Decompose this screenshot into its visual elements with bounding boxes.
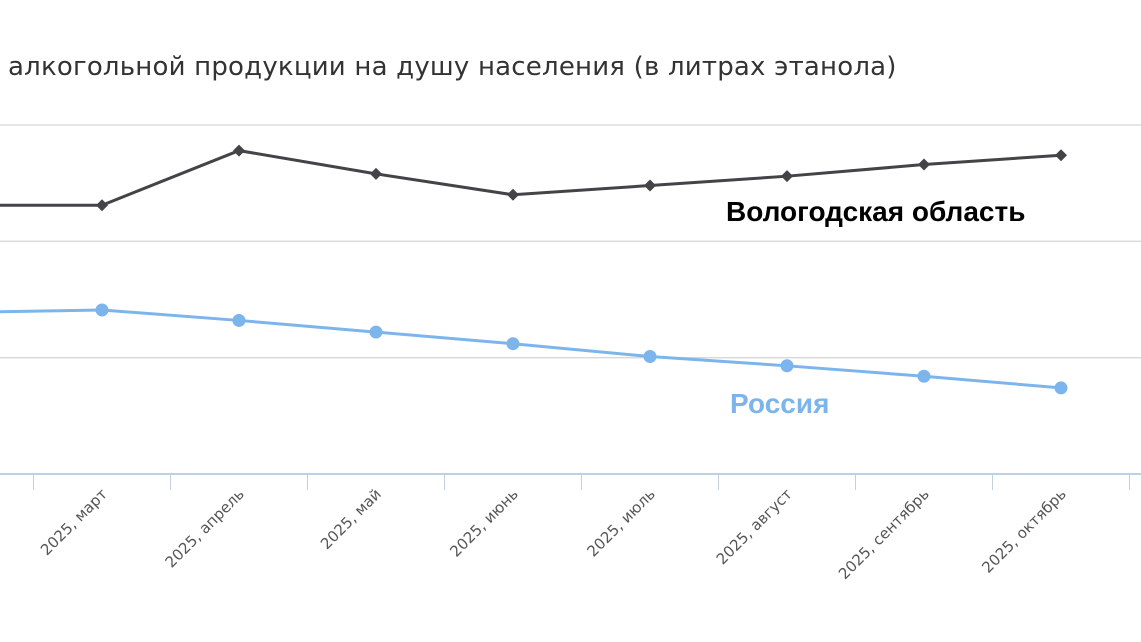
x-tick-label: 2025, август [713,485,796,568]
series-line-1 [0,308,1062,390]
x-axis [0,473,1141,490]
x-tick-label: 2025, июль [584,485,659,560]
data-point[interactable] [644,179,656,192]
x-tick-label: 2025, май [317,485,385,553]
x-tick-label: 2025, апрель [162,485,248,571]
data-point[interactable] [95,303,109,317]
series-label-russia: Россия [730,388,829,419]
data-point[interactable] [96,199,108,212]
data-point[interactable] [1054,381,1068,395]
x-tick-label: 2025, октябрь [978,485,1069,576]
data-point[interactable] [233,144,245,157]
x-tick-label: 2025, март [37,485,111,559]
data-point[interactable] [507,188,519,201]
x-tick-labels: 2025, март 2025, апрель 2025, май 2025, июн… [37,485,1070,583]
data-point[interactable] [1055,149,1067,162]
data-point[interactable] [506,337,520,351]
data-point[interactable] [780,359,794,373]
x-tick-label: 2025, сентябрь [835,485,933,583]
data-point[interactable] [369,325,383,339]
data-point[interactable] [232,313,246,327]
series-label-vologda: Вологодская область [726,196,1025,227]
x-tick-label: 2025, июнь [446,485,521,560]
data-point[interactable] [917,369,931,383]
data-point[interactable] [643,350,657,364]
data-point[interactable] [370,167,382,180]
gridlines [0,124,1141,359]
data-point[interactable] [918,158,930,171]
chart-title: алкогольной продукции на душу населения … [8,52,897,82]
data-point[interactable] [781,170,793,183]
series-lines [0,144,1068,395]
